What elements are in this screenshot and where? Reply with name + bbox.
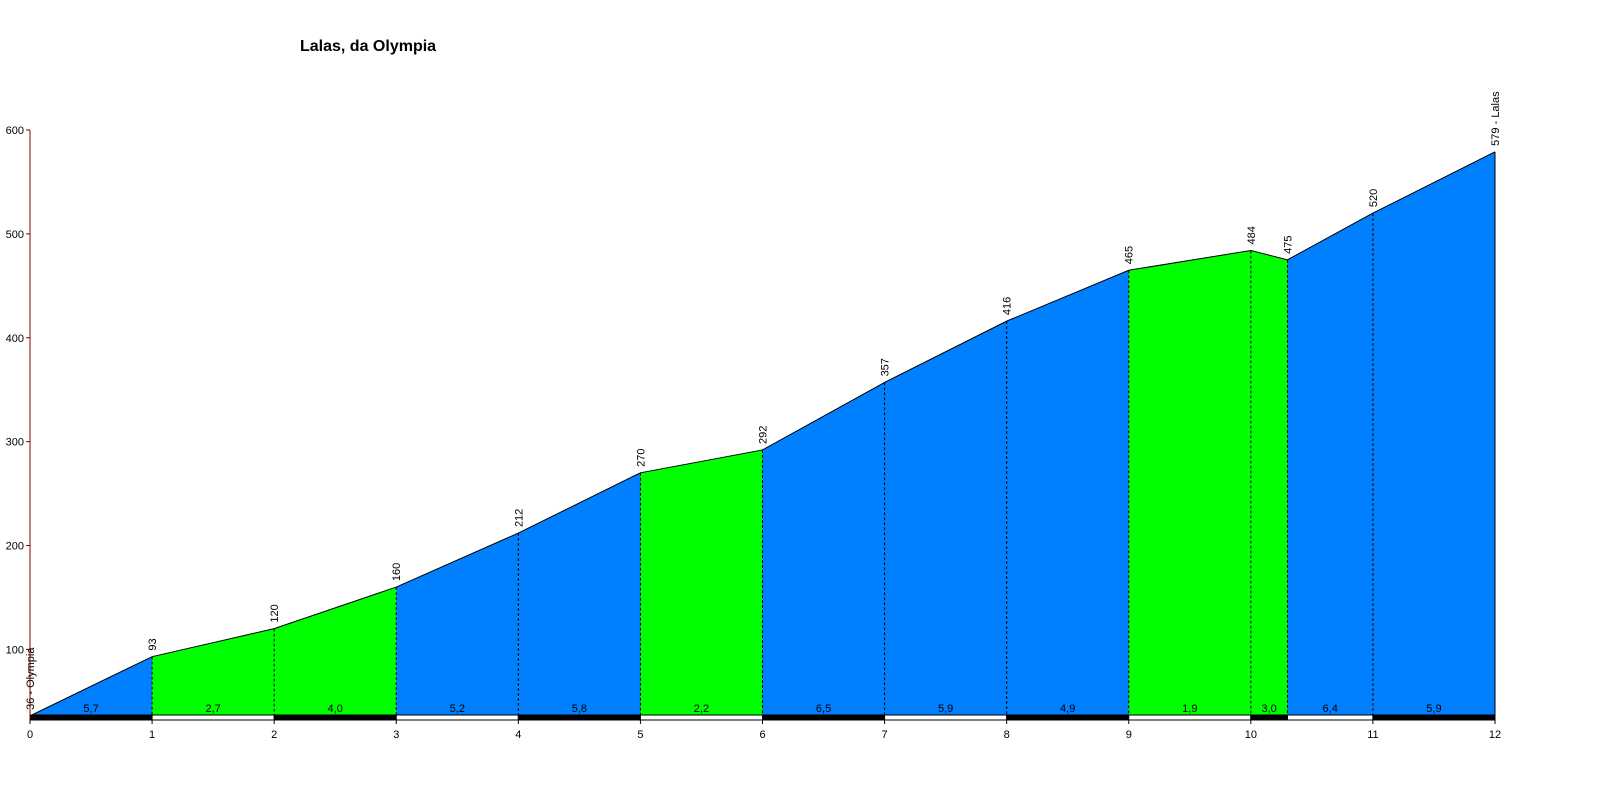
distance-bar-3 [395,714,519,721]
segment-fill-8 [1006,270,1129,719]
gradient-label-0: 5,7 [83,703,98,715]
segment-fill-9 [1128,250,1251,719]
elevation-label-10: 484 [1246,226,1258,244]
distance-bar-7 [884,714,1008,721]
gradient-label-2: 4,0 [328,703,343,715]
gradient-label-9: 1,9 [1182,703,1197,715]
elevation-label-13: 579 - Lalas [1490,91,1502,146]
elevation-label-9: 465 [1124,246,1136,264]
chart-title: Lalas, da Olympia [300,38,437,55]
distance-bar-5 [639,714,764,721]
segment-fill-11 [1287,213,1373,719]
gradient-label-10: 3,0 [1261,703,1276,715]
segment-fill-4 [518,472,641,719]
y-tick-label-4: 500 [6,229,24,241]
elevation-label-2: 120 [269,604,281,622]
y-tick-label-5: 600 [6,125,24,137]
segment-fill-5 [640,449,763,719]
x-tick-label-4: 4 [515,729,521,741]
x-tick-label-7: 7 [882,729,888,741]
x-tick-label-12: 12 [1489,729,1501,741]
elevation-label-3: 160 [391,563,403,581]
gradient-label-8: 4,9 [1060,703,1075,715]
segment-fill-1 [152,628,275,719]
distance-bar-9 [1128,714,1252,721]
segment-fill-6 [762,382,885,719]
segment-fill-0 [30,656,153,719]
segment-fill-10 [1250,250,1288,719]
segment-fill-3 [396,533,519,719]
x-tick-label-8: 8 [1004,729,1010,741]
x-tick-label-1: 1 [149,729,155,741]
x-tick-label-10: 10 [1245,729,1257,741]
distance-bar-11 [1286,714,1374,721]
elevation-label-6: 292 [758,426,770,444]
gradient-label-4: 5,8 [572,703,587,715]
y-tick-label-2: 300 [6,437,24,449]
x-tick-label-0: 0 [27,729,33,741]
x-tick-label-2: 2 [271,729,277,741]
segment-fill-12 [1372,151,1495,719]
distance-bar-8 [1006,714,1130,721]
elevation-label-11: 475 [1282,235,1294,253]
distance-bar-6 [762,714,886,721]
gradient-label-12: 5,9 [1426,703,1441,715]
elevation-label-0: 36 - Olympia [25,647,37,710]
elevation-label-8: 416 [1002,297,1014,315]
x-tick-label-9: 9 [1126,729,1132,741]
distance-bar-12 [1372,714,1496,721]
segment-fill-2 [274,587,397,719]
gradient-label-5: 2,2 [694,703,709,715]
y-tick-label-1: 200 [6,541,24,553]
x-tick-label-5: 5 [637,729,643,741]
distance-bar-1 [151,714,275,721]
x-tick-label-3: 3 [393,729,399,741]
x-tick-label-6: 6 [759,729,765,741]
elevation-label-7: 357 [880,358,892,376]
gradient-label-1: 2,7 [205,703,220,715]
distance-bar-0 [29,714,153,721]
gradient-label-3: 5,2 [450,703,465,715]
y-tick-label-3: 400 [6,333,24,345]
y-tick-label-0: 100 [6,644,24,656]
distance-bar-10 [1250,714,1288,721]
x-tick-label-11: 11 [1367,729,1378,741]
gradient-label-6: 6,5 [816,703,831,715]
elevation-label-4: 212 [513,509,525,527]
distance-bar-4 [517,714,641,721]
elevation-label-12: 520 [1368,189,1380,207]
elevation-label-1: 93 [147,638,159,650]
gradient-label-11: 6,4 [1323,703,1338,715]
elevation-label-5: 270 [635,448,647,466]
distance-bar-2 [273,714,397,721]
gradient-label-7: 5,9 [938,703,953,715]
profile-line [29,151,1496,717]
segment-fill-7 [884,321,1007,719]
